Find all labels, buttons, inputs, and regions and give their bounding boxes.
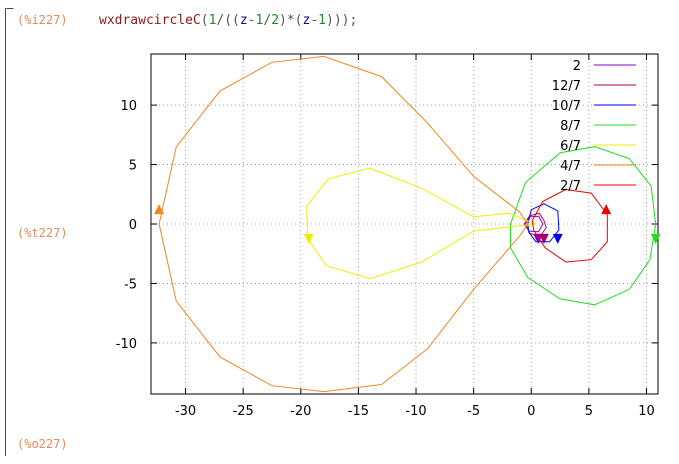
x-tick-label: 0 — [527, 404, 535, 419]
axis-ticks: -30 -25 -20 -15 -10 -5 0 5 10 10 5 0 -5 -10 — [116, 54, 658, 419]
command-variable: z — [302, 13, 311, 28]
x-tick-label: -25 — [233, 404, 254, 419]
x-tick-label: -20 — [290, 404, 311, 419]
series-line — [510, 146, 657, 306]
command-number: 1 — [318, 13, 326, 28]
legend-label: 6/7 — [560, 139, 581, 154]
cell-bracket[interactable] — [5, 8, 10, 456]
curve-layer — [154, 55, 661, 393]
series-arrow-marker — [601, 204, 612, 215]
x-tick-label: 10 — [638, 404, 655, 419]
y-tick-label: 10 — [120, 99, 137, 114]
x-tick-label: 5 — [585, 404, 593, 419]
series-arrow-marker — [154, 204, 165, 215]
series-line — [527, 203, 560, 243]
series-arrow-marker — [552, 233, 563, 244]
x-tick-label: -5 — [467, 404, 480, 419]
series-arrow-marker — [303, 233, 314, 244]
command-variable: z — [239, 13, 248, 28]
series-line — [306, 167, 537, 280]
legend-label: 2/7 — [560, 179, 581, 194]
command-number: 1 — [208, 13, 217, 28]
series-line — [158, 55, 529, 393]
series-arrow-marker — [650, 233, 661, 244]
series-line — [524, 212, 547, 237]
command-text: /(( — [216, 13, 240, 28]
y-tick-label: 0 — [129, 218, 137, 233]
command-text: ( — [200, 13, 209, 28]
grid-lines — [151, 54, 658, 394]
x-tick-label: -10 — [405, 404, 426, 419]
y-tick-label: -10 — [116, 337, 137, 352]
y-tick-label: -5 — [124, 277, 137, 292]
command-text: ))); — [326, 13, 358, 28]
input-prompt-label: (%i227) — [17, 13, 68, 27]
command-text: / — [263, 13, 272, 28]
legend: 2 12/7 10/7 8/7 6/7 4/7 2/7 — [552, 59, 636, 194]
legend-label: 4/7 — [560, 159, 581, 174]
legend-label: 8/7 — [560, 119, 581, 134]
command-number: 1 — [255, 13, 264, 28]
command-number: 2 — [271, 13, 280, 28]
x-tick-label: -15 — [348, 404, 369, 419]
input-command[interactable]: wxdrawcircleC(1/((z-1/2)*(z-1))); — [99, 13, 357, 28]
series-line — [523, 215, 544, 233]
output-o-label: (%o227) — [17, 437, 68, 451]
command-text: - — [247, 13, 256, 28]
output-t-label: (%t227) — [17, 226, 68, 240]
legend-label: 12/7 — [552, 79, 581, 94]
legend-label: 2 — [573, 59, 581, 74]
command-function: wxdrawcircleC — [99, 13, 201, 28]
command-text: - — [310, 13, 319, 28]
command-text: )*( — [279, 13, 303, 28]
series-line — [531, 188, 608, 263]
series-arrow-marker — [538, 233, 549, 244]
legend-label: 10/7 — [552, 99, 581, 114]
x-tick-label: -30 — [175, 404, 196, 419]
y-tick-label: 5 — [129, 159, 137, 174]
